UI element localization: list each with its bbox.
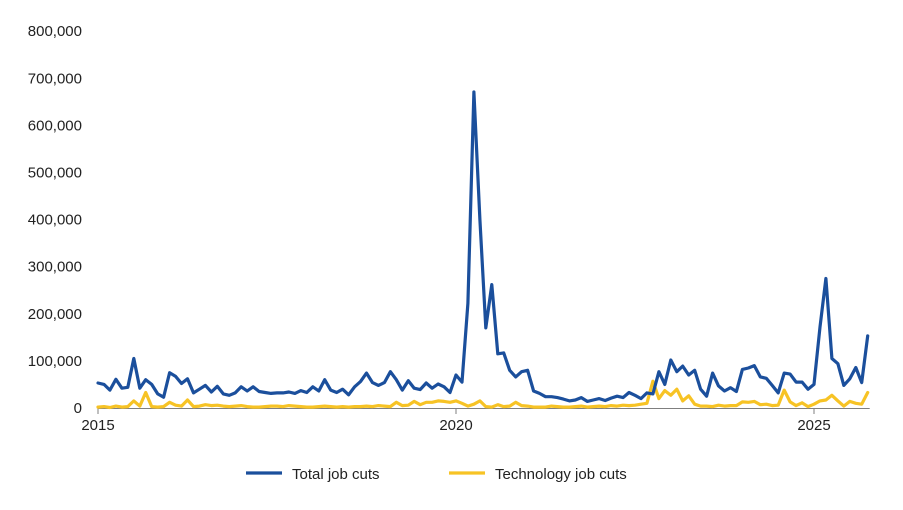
x-tick-label: 2025 bbox=[797, 417, 830, 434]
legend-label-technology-job-cuts: Technology job cuts bbox=[495, 466, 627, 483]
y-tick-label: 400,000 bbox=[28, 212, 82, 229]
y-tick-label: 600,000 bbox=[28, 117, 82, 134]
series-layer bbox=[96, 90, 870, 410]
y-axis-ticks: 0 100,000 200,000 300,000 400,000 500,000 600,… bbox=[28, 23, 82, 417]
x-axis-ticks: 2015 2020 2025 bbox=[81, 408, 831, 434]
legend: Total job cuts Technology job cuts bbox=[246, 466, 627, 483]
y-tick-label: 200,000 bbox=[28, 306, 82, 323]
y-tick-label: 100,000 bbox=[28, 353, 82, 370]
y-tick-label: 300,000 bbox=[28, 259, 82, 276]
legend-label-total-job-cuts: Total job cuts bbox=[292, 466, 380, 483]
x-tick-label: 2020 bbox=[439, 417, 472, 434]
x-tick-label: 2015 bbox=[81, 417, 114, 434]
series-line-total-job-cuts bbox=[96, 90, 870, 403]
y-tick-label: 500,000 bbox=[28, 165, 82, 182]
y-tick-label: 800,000 bbox=[28, 23, 82, 40]
y-tick-label: 700,000 bbox=[28, 70, 82, 87]
series-line-technology-job-cuts bbox=[96, 379, 870, 410]
y-tick-label: 0 bbox=[74, 400, 82, 417]
